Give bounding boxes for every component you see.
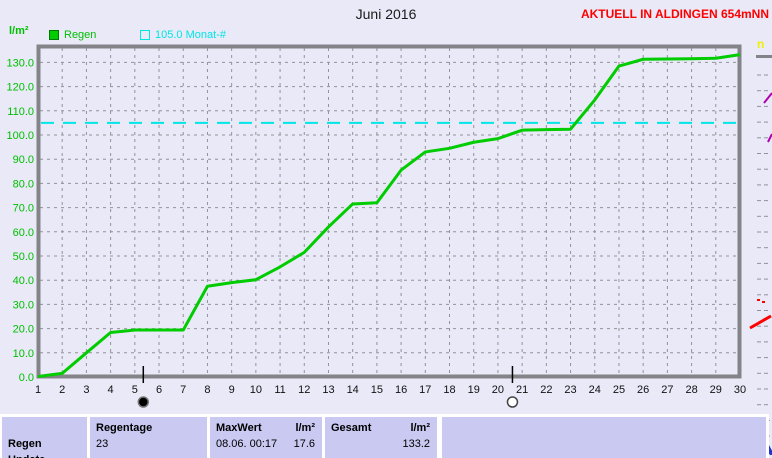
svg-text:25: 25 (613, 384, 625, 396)
maxwert-unit: l/m² (295, 422, 315, 434)
adjacent-panel-red-line-fragment (749, 314, 772, 330)
summary-cell-regentage: Regentage 23 (90, 417, 207, 458)
svg-text:3: 3 (83, 384, 89, 396)
svg-text:23: 23 (564, 384, 576, 396)
svg-text:30.0: 30.0 (13, 299, 34, 311)
svg-text:20: 20 (492, 384, 504, 396)
svg-text:120.0: 120.0 (6, 82, 34, 94)
y-axis-labels: 0.0 10.0 20.0 30.0 40.0 50.0 60.0 70.0 80.0 90.0 1… (6, 57, 34, 384)
y-axis-unit-label: l/m² (9, 25, 29, 37)
svg-text:0.0: 0.0 (19, 372, 34, 384)
svg-text:12: 12 (298, 384, 310, 396)
regentage-header: Regentage (96, 422, 153, 434)
svg-text:18: 18 (443, 384, 455, 396)
svg-text:24: 24 (589, 384, 601, 396)
adjacent-panel-red-dot-2 (762, 301, 765, 303)
summary-table: Regen Update Regentage 23 MaxWert l/m² 0… (0, 414, 769, 458)
svg-text:10.0: 10.0 (13, 348, 34, 360)
legend-regen-label: Regen (64, 29, 97, 41)
maxwert-value: 17.6 (293, 438, 315, 450)
summary-cell-maxwert: MaxWert l/m² 08.06. 00:17 17.6 (210, 417, 322, 458)
svg-text:27: 27 (661, 384, 673, 396)
summary-cell-gesamt: Gesamt l/m² 133.2 (325, 417, 437, 458)
svg-text:130.0: 130.0 (6, 57, 34, 69)
gesamt-unit: l/m² (410, 422, 430, 434)
adjacent-panel-red-dot-1 (757, 299, 760, 301)
svg-text:26: 26 (637, 384, 649, 396)
svg-text:15: 15 (371, 384, 383, 396)
legend-reference-label: 105.0 Monat-# (155, 29, 226, 41)
svg-text:14: 14 (347, 384, 359, 396)
svg-text:40.0: 40.0 (13, 275, 34, 287)
svg-text:11: 11 (274, 384, 285, 396)
plot-frame (36, 44, 742, 379)
svg-text:4: 4 (108, 384, 114, 396)
adjacent-panel-line-fragment-1 (763, 92, 772, 104)
moon-phase-markers (137, 366, 519, 408)
adjacent-panel-line-fragment-2 (767, 133, 772, 143)
adjacent-panel-partial-label: n (757, 37, 765, 51)
full-moon-icon (506, 396, 519, 408)
summary-cell-empty (442, 417, 766, 458)
sensor-name-label: Regen (8, 438, 42, 450)
gesamt-header: Gesamt (331, 422, 372, 434)
svg-text:30: 30 (734, 384, 746, 396)
svg-text:29: 29 (710, 384, 722, 396)
grid-lines (40, 48, 738, 375)
svg-text:9: 9 (229, 384, 235, 396)
gesamt-value: 133.2 (402, 438, 430, 450)
maxwert-datetime: 08.06. 00:17 (216, 438, 278, 450)
svg-text:5: 5 (132, 384, 138, 396)
svg-text:80.0: 80.0 (13, 178, 34, 190)
svg-text:1: 1 (35, 384, 41, 396)
svg-text:22: 22 (540, 384, 552, 396)
svg-text:2: 2 (59, 384, 65, 396)
svg-text:90.0: 90.0 (13, 154, 34, 166)
maxwert-header: MaxWert (216, 422, 262, 434)
svg-text:8: 8 (204, 384, 210, 396)
svg-text:10: 10 (250, 384, 262, 396)
svg-text:100.0: 100.0 (6, 130, 34, 142)
svg-text:28: 28 (685, 384, 697, 396)
svg-text:60.0: 60.0 (13, 227, 34, 239)
sensor-second-line-clipped: Update (8, 454, 80, 458)
svg-text:7: 7 (180, 384, 186, 396)
regen-series-swatch-icon (49, 30, 59, 40)
legend-item-monthly-reference[interactable]: 105.0 Monat-# (140, 29, 226, 41)
station-banner: AKTUELL IN ALDINGEN 654mNN (580, 7, 769, 21)
svg-text:110.0: 110.0 (7, 106, 34, 118)
summary-cell-sensor: Regen Update (2, 417, 87, 458)
svg-text:19: 19 (468, 384, 480, 396)
svg-text:13: 13 (322, 384, 334, 396)
legend-item-regen[interactable]: Regen (49, 29, 96, 41)
regentage-value: 23 (96, 438, 109, 450)
adjacent-panel-ticks (757, 74, 770, 453)
x-axis-labels: 1 2 3 4 5 6 7 8 9 10 11 12 13 14 15 16 17 18 19 20 21 22 23 24 2… (35, 384, 746, 396)
svg-text:6: 6 (156, 384, 162, 396)
reference-line-swatch-icon (140, 30, 150, 40)
adjacent-panel-fragment (749, 55, 772, 453)
svg-text:17: 17 (419, 384, 431, 396)
svg-text:21: 21 (516, 384, 528, 396)
chart-month-title: Juni 2016 (355, 6, 417, 22)
regen-series-line (37, 53, 741, 379)
svg-text:16: 16 (395, 384, 407, 396)
svg-text:70.0: 70.0 (13, 203, 34, 215)
svg-text:20.0: 20.0 (13, 324, 34, 336)
new-moon-icon (137, 396, 150, 408)
svg-text:50.0: 50.0 (13, 251, 34, 263)
